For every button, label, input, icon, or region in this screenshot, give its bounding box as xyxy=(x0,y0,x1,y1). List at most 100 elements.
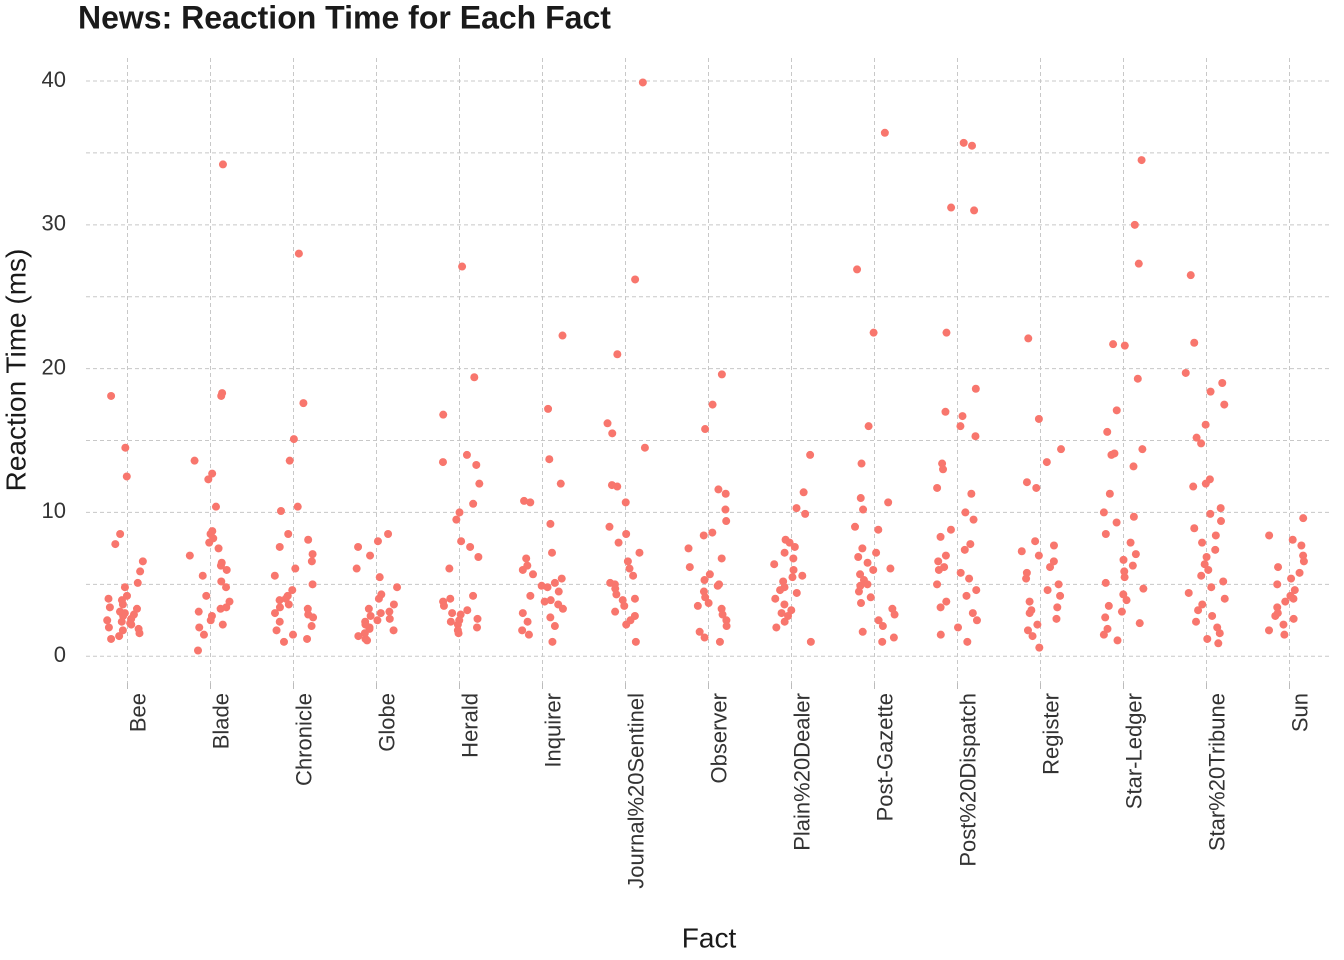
point xyxy=(942,328,951,337)
point xyxy=(792,588,801,597)
point xyxy=(217,391,226,400)
point xyxy=(1181,368,1190,377)
point xyxy=(939,465,948,474)
point xyxy=(1192,433,1201,442)
point xyxy=(858,627,867,636)
point xyxy=(352,564,361,573)
point xyxy=(303,634,312,643)
point xyxy=(299,399,308,408)
point xyxy=(700,576,709,585)
point xyxy=(366,551,375,560)
point xyxy=(941,551,950,560)
point xyxy=(630,594,639,603)
point xyxy=(115,607,124,616)
point xyxy=(446,617,455,626)
point xyxy=(1190,524,1199,533)
point xyxy=(789,565,798,574)
point xyxy=(1218,379,1227,388)
point xyxy=(715,580,724,589)
point xyxy=(374,594,383,603)
x-tick-label: Post-Gazette xyxy=(872,693,897,821)
point xyxy=(968,141,977,150)
point xyxy=(1133,374,1142,383)
point xyxy=(874,616,883,625)
point xyxy=(695,627,704,636)
point xyxy=(933,580,942,589)
point xyxy=(217,577,226,586)
point xyxy=(1035,643,1044,652)
point xyxy=(557,574,566,583)
point xyxy=(195,623,204,632)
point xyxy=(936,603,945,612)
point xyxy=(545,455,554,464)
point xyxy=(389,600,398,609)
point xyxy=(1128,561,1137,570)
point xyxy=(771,594,780,603)
point xyxy=(537,581,546,590)
point xyxy=(120,583,129,592)
point xyxy=(612,590,621,599)
x-tick-label: Sun xyxy=(1287,693,1312,732)
point xyxy=(1034,414,1043,423)
point xyxy=(1099,508,1108,517)
point xyxy=(699,531,708,540)
x-axis-title: Fact xyxy=(682,922,737,953)
point xyxy=(1137,156,1146,165)
point xyxy=(214,544,223,553)
x-tick-label: Herald xyxy=(457,693,482,758)
point xyxy=(966,540,975,549)
point xyxy=(788,573,797,582)
point xyxy=(291,564,300,573)
point xyxy=(1288,535,1297,544)
point xyxy=(1280,630,1289,639)
point xyxy=(965,574,974,583)
grid xyxy=(86,58,1331,689)
point xyxy=(457,537,466,546)
point xyxy=(1219,577,1228,586)
point xyxy=(869,565,878,574)
point xyxy=(1220,400,1229,409)
point xyxy=(608,429,617,438)
point xyxy=(393,583,402,592)
point xyxy=(1099,630,1108,639)
point xyxy=(1022,574,1031,583)
point xyxy=(1200,560,1209,569)
point xyxy=(546,613,555,622)
point xyxy=(1206,509,1215,518)
point xyxy=(625,564,634,573)
point xyxy=(115,632,124,641)
point xyxy=(685,563,694,572)
point xyxy=(1217,517,1226,526)
point xyxy=(1113,636,1122,645)
point xyxy=(631,275,640,284)
point xyxy=(548,637,557,646)
point xyxy=(1194,606,1203,615)
point xyxy=(284,530,293,539)
point xyxy=(614,538,623,547)
point xyxy=(105,603,114,612)
point xyxy=(798,571,807,580)
point xyxy=(554,587,563,596)
point xyxy=(1103,624,1112,633)
point xyxy=(611,607,620,616)
point xyxy=(806,450,815,459)
point xyxy=(1201,420,1210,429)
point xyxy=(1112,406,1121,415)
point xyxy=(960,545,969,554)
point xyxy=(104,594,113,603)
point xyxy=(772,623,781,632)
point xyxy=(454,629,463,638)
point xyxy=(199,630,208,639)
point xyxy=(874,525,883,534)
point xyxy=(1271,611,1280,620)
point xyxy=(285,456,294,465)
point xyxy=(635,548,644,557)
y-tick-label: 20 xyxy=(42,354,66,379)
point xyxy=(548,548,557,557)
point xyxy=(1046,563,1055,572)
point xyxy=(1130,220,1139,229)
point xyxy=(1220,594,1229,603)
point xyxy=(462,450,471,459)
point xyxy=(308,550,317,559)
x-tick-label: Plain%20Dealer xyxy=(789,693,814,851)
